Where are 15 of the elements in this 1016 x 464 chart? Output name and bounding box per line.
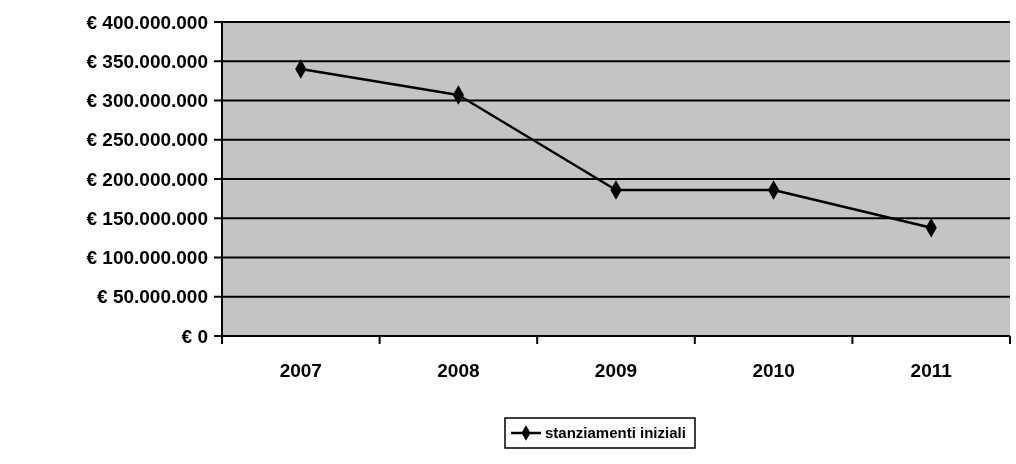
y-tick-label: € 300.000.000 — [86, 90, 208, 112]
y-tick-label: € 200.000.000 — [86, 168, 208, 190]
y-tick-label: € 50.000.000 — [97, 286, 208, 308]
x-tick-label: 2011 — [910, 360, 953, 381]
x-tick-label: 2010 — [752, 360, 795, 381]
x-tick-label: 2007 — [279, 360, 322, 381]
y-tick-label: € 350.000.000 — [86, 50, 208, 72]
legend-label: stanziamenti iniziali — [545, 424, 686, 442]
y-tick-label: € 100.000.000 — [86, 247, 208, 269]
y-tick-label: € 0 — [181, 325, 208, 347]
x-tick-label: 2009 — [594, 360, 638, 381]
y-tick-label: € 150.000.000 — [86, 207, 208, 229]
y-tick-label: € 250.000.000 — [86, 129, 208, 151]
x-tick-label: 2008 — [437, 360, 480, 381]
y-tick-label: € 400.000.000 — [86, 11, 208, 33]
